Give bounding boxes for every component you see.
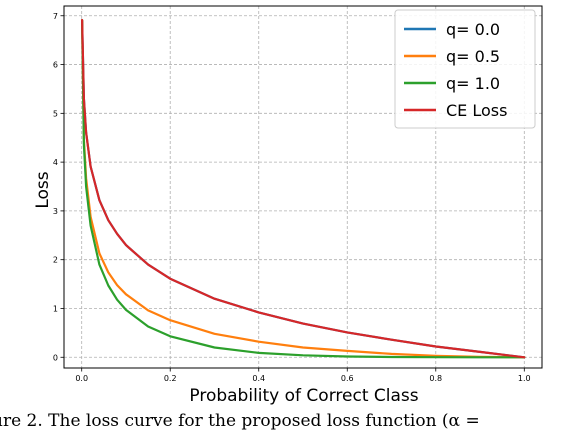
y-tick-label: 5 — [53, 109, 58, 118]
series-line-3 — [80, 19, 526, 359]
x-tick-label: 1.0 — [518, 374, 531, 383]
y-tick-label: 4 — [53, 158, 58, 167]
y-tick-label: 2 — [53, 256, 58, 265]
x-tick-label: 0.6 — [341, 374, 354, 383]
legend-label-2: q= 1.0 — [446, 74, 500, 93]
y-tick-label: 0 — [53, 353, 58, 362]
y-tick-label: 1 — [53, 304, 58, 313]
x-axis-ticks: 0.0 0.2 0.4 0.6 0.8 1.0 — [75, 368, 531, 383]
caption-text: ure 2. The loss curve for the proposed l… — [0, 411, 480, 431]
x-tick-label: 0.8 — [429, 374, 442, 383]
y-axis-label: Loss — [33, 171, 53, 208]
x-tick-label: 0.2 — [164, 374, 177, 383]
x-tick-label: 0.0 — [75, 374, 88, 383]
series-lines — [80, 19, 526, 359]
figure-caption: ure 2. The loss curve for the proposed l… — [0, 408, 578, 438]
legend-label-3: CE Loss — [446, 101, 507, 120]
loss-curve-chart: 0.0 0.2 0.4 0.6 0.8 1.0 0 1 2 3 4 5 6 7 Probability … — [33, 5, 543, 406]
legend: q= 0.0 q= 0.5 q= 1.0 CE Loss — [394, 9, 536, 129]
series-line-2 — [80, 19, 526, 359]
legend-label-0: q= 0.0 — [446, 20, 500, 39]
y-tick-label: 7 — [53, 12, 58, 21]
x-axis-label: Probability of Correct Class — [189, 386, 418, 406]
y-tick-label: 6 — [53, 61, 58, 70]
legend-label-1: q= 0.5 — [446, 47, 500, 66]
y-axis-ticks: 0 1 2 3 4 5 6 7 — [53, 12, 64, 362]
legend-box — [394, 9, 536, 129]
y-tick-label: 3 — [53, 207, 58, 216]
plot-frame — [63, 5, 543, 369]
x-tick-label: 0.4 — [252, 374, 265, 383]
